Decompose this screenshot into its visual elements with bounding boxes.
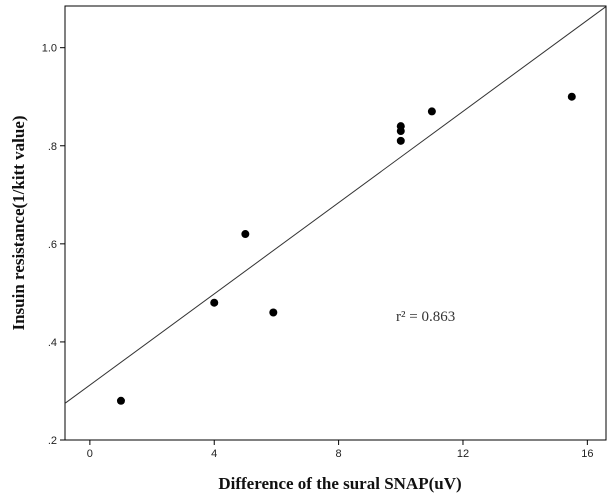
data-points bbox=[116, 92, 576, 405]
y-tick-label: .8 bbox=[48, 141, 57, 153]
data-point bbox=[269, 308, 278, 317]
y-axis-ticks: .2 .4 .6 .8 1.0 bbox=[42, 43, 65, 447]
data-point bbox=[396, 136, 405, 145]
x-tick-label: 16 bbox=[581, 448, 593, 460]
plot-frame bbox=[64, 5, 607, 441]
x-axis-title: Difference of the sural SNAP(uV) bbox=[218, 474, 461, 493]
data-point bbox=[427, 107, 436, 116]
x-tick-label: 8 bbox=[336, 448, 342, 460]
x-tick-label: 4 bbox=[211, 448, 217, 460]
data-point bbox=[567, 92, 576, 101]
y-tick-label: .2 bbox=[48, 435, 57, 447]
x-axis-ticks: 0 4 8 12 16 bbox=[87, 440, 593, 460]
regression-line bbox=[64, 6, 607, 404]
y-tick-label: .6 bbox=[48, 239, 57, 251]
r-squared-annotation: r² = 0.863 bbox=[396, 309, 455, 325]
x-tick-label: 0 bbox=[87, 448, 93, 460]
x-tick-label: 12 bbox=[457, 448, 469, 460]
data-point bbox=[396, 127, 405, 136]
data-point bbox=[241, 230, 250, 239]
data-point bbox=[116, 396, 125, 405]
y-tick-label: .4 bbox=[48, 337, 57, 349]
y-axis-title: Insuin resistance(1/kitt value) bbox=[9, 115, 28, 330]
y-tick-label: 1.0 bbox=[42, 43, 57, 55]
data-point bbox=[210, 298, 219, 307]
